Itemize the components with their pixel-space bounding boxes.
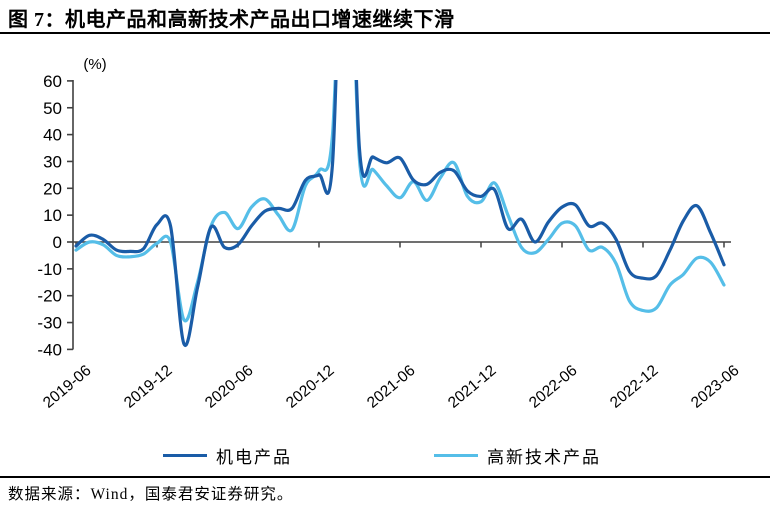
x-axis-tick-label: 2019-12 [121,362,176,412]
y-axis-tick-label: 60 [43,72,62,91]
y-axis-tick-label: 50 [43,99,62,118]
line-chart: 60 50 40 30 20 10 0 -10 -20 -30 -40 (%) 2019-06 2019-… [37,56,743,412]
title-underline [0,32,770,34]
x-axis-tick-label: 2020-06 [202,362,257,412]
y-axis-tick-label: 0 [53,233,62,252]
y-axis-tick-label: -20 [37,287,62,306]
y-axis-tick-label: 30 [43,152,62,171]
figure-title: 图 7：机电产品和高新技术产品出口增速继续下滑 [8,9,455,31]
y-axis-tick-label: 20 [43,179,62,198]
x-axis-tick-label: 2022-06 [526,362,581,412]
legend-line-swatch-light-blue [434,453,478,458]
line-series-high-tech-products [74,80,726,323]
legend-item-high-tech: 高新技术产品 [434,443,601,468]
y-axis-tick-label: 40 [43,126,62,145]
legend-item-mechanical-electrical: 机电产品 [163,443,292,468]
y-axis-tick-label: 10 [43,206,62,225]
x-axis-tick-label: 2019-06 [40,362,95,412]
x-axis-tick-label: 2021-06 [364,362,419,412]
y-axis-tick-label: -10 [37,260,62,279]
x-axis-tick-label: 2022-12 [607,362,662,412]
line-series-mechanical-electrical-products [74,80,726,348]
x-axis-tick-label: 2020-12 [283,362,338,412]
y-axis-tick-label: -30 [37,314,62,333]
x-axis-tick-label: 2023-06 [688,362,743,412]
legend-label-mechanical-electrical: 机电产品 [216,448,292,467]
source-note: 数据来源：Wind，国泰君安证券研究。 [8,486,294,503]
legend-label-high-tech: 高新技术产品 [487,448,601,467]
chart-legend: 机电产品 高新技术产品 [0,443,770,469]
y-axis-tick-label: -40 [37,340,62,359]
y-axis-unit-label: (%) [83,56,106,73]
footer-rule [0,476,770,478]
x-axis-tick-label: 2021-12 [445,362,500,412]
legend-line-swatch-dark-blue [163,453,207,458]
